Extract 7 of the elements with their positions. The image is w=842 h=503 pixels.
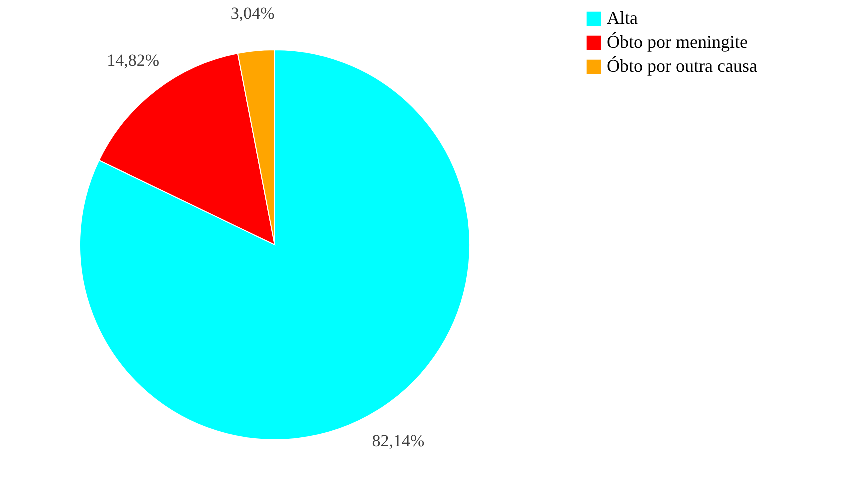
pie-slice <box>98 53 276 246</box>
data-label: 3,04% <box>230 4 275 24</box>
legend-label: Óbto por outra causa <box>607 56 758 76</box>
legend-label: Alta <box>607 8 638 28</box>
data-label: 14,82% <box>107 51 160 70</box>
legend-label: Óbto por meningite <box>607 32 748 52</box>
data-label: 82,14% <box>372 431 425 450</box>
